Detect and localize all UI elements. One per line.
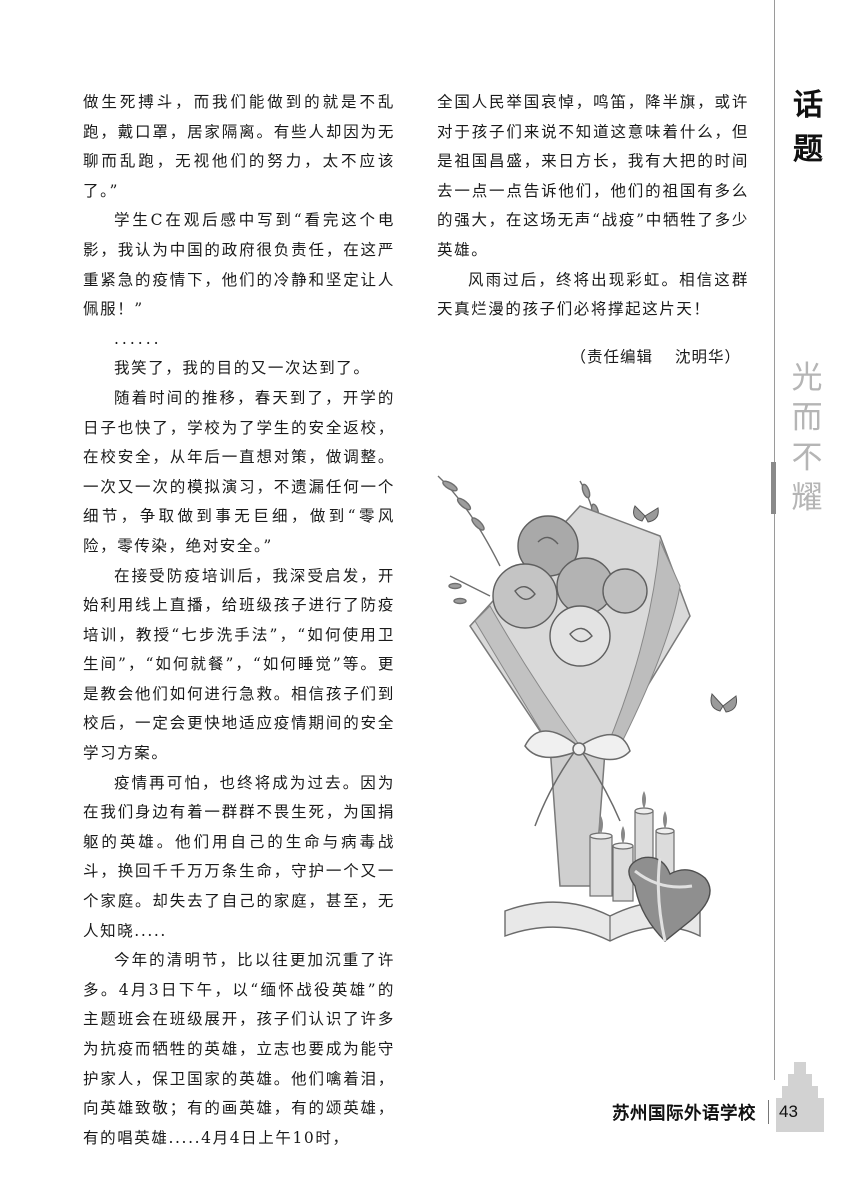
ellipsis-line: ...... [114, 329, 162, 348]
paragraph: 今年的清明节，比以往更加沉重了许多。4月3日下午，以“缅怀战役英雄”的主题班会在… [83, 951, 395, 1147]
paragraph: 疫情再可怕，也终将成为过去。因为在我们身边有着一群群不畏生死，为国捐躯的英雄。他… [83, 773, 395, 940]
paragraph: 风雨过后，终将出现彩虹。相信这群天真烂漫的孩子们必将撑起这片天！ [437, 270, 749, 319]
topic-char: 题 [793, 132, 823, 167]
right-column: 全国人民举国哀悼，鸣笛，降半旗，或许对于孩子们来说不知道这意味着什么，但是祖国昌… [437, 88, 749, 372]
footer-divider [768, 1100, 769, 1124]
editor-name: 沈明华） [674, 347, 741, 366]
left-column: 做生死搏斗，而我们能做到的就是不乱跑，戴口罩，居家隔离。有些人却因为无聊而乱跑，… [83, 88, 395, 1153]
flower-bouquet-icon [437, 475, 737, 942]
paragraph: 学生C在观后感中写到“看完这个电影，我认为中国的政府很负责任，在这严重紧急的疫情… [83, 211, 395, 319]
slogan-vertical: 光 而 不 耀 [786, 358, 828, 518]
paragraph: 在接受防疫培训后，我深受启发，开始利用线上直播，给班级孩子进行了防疫培训，教授“… [83, 566, 395, 763]
section-topic: 话 题 [790, 84, 826, 172]
school-name: 苏州国际外语学校 [612, 1104, 756, 1124]
page-number-steps-icon [776, 1062, 824, 1132]
slogan-char: 耀 [791, 480, 823, 516]
slogan-char: 不 [791, 440, 823, 476]
slogan-char: 光 [791, 360, 823, 396]
slogan-char: 而 [791, 400, 823, 436]
paragraph: 我笑了，我的目的又一次达到了。 [114, 359, 371, 378]
margin-divider [774, 0, 775, 1080]
paragraph: 全国人民举国哀悼，鸣笛，降半旗，或许对于孩子们来说不知道这意味着什么，但是祖国昌… [437, 93, 749, 259]
editor-credit: （责任编辑 沈明华） [437, 343, 749, 373]
topic-char: 话 [793, 88, 823, 123]
paragraph: 做生死搏斗，而我们能做到的就是不乱跑，戴口罩，居家隔离。有些人却因为无聊而乱跑，… [83, 93, 395, 200]
margin-marker [771, 462, 776, 514]
paragraph: 随着时间的推移，春天到了，开学的日子也快了，学校为了学生的安全返校，在校安全，从… [83, 388, 395, 555]
page-number: 43 [779, 1102, 798, 1121]
editor-label: （责任编辑 [570, 347, 653, 366]
